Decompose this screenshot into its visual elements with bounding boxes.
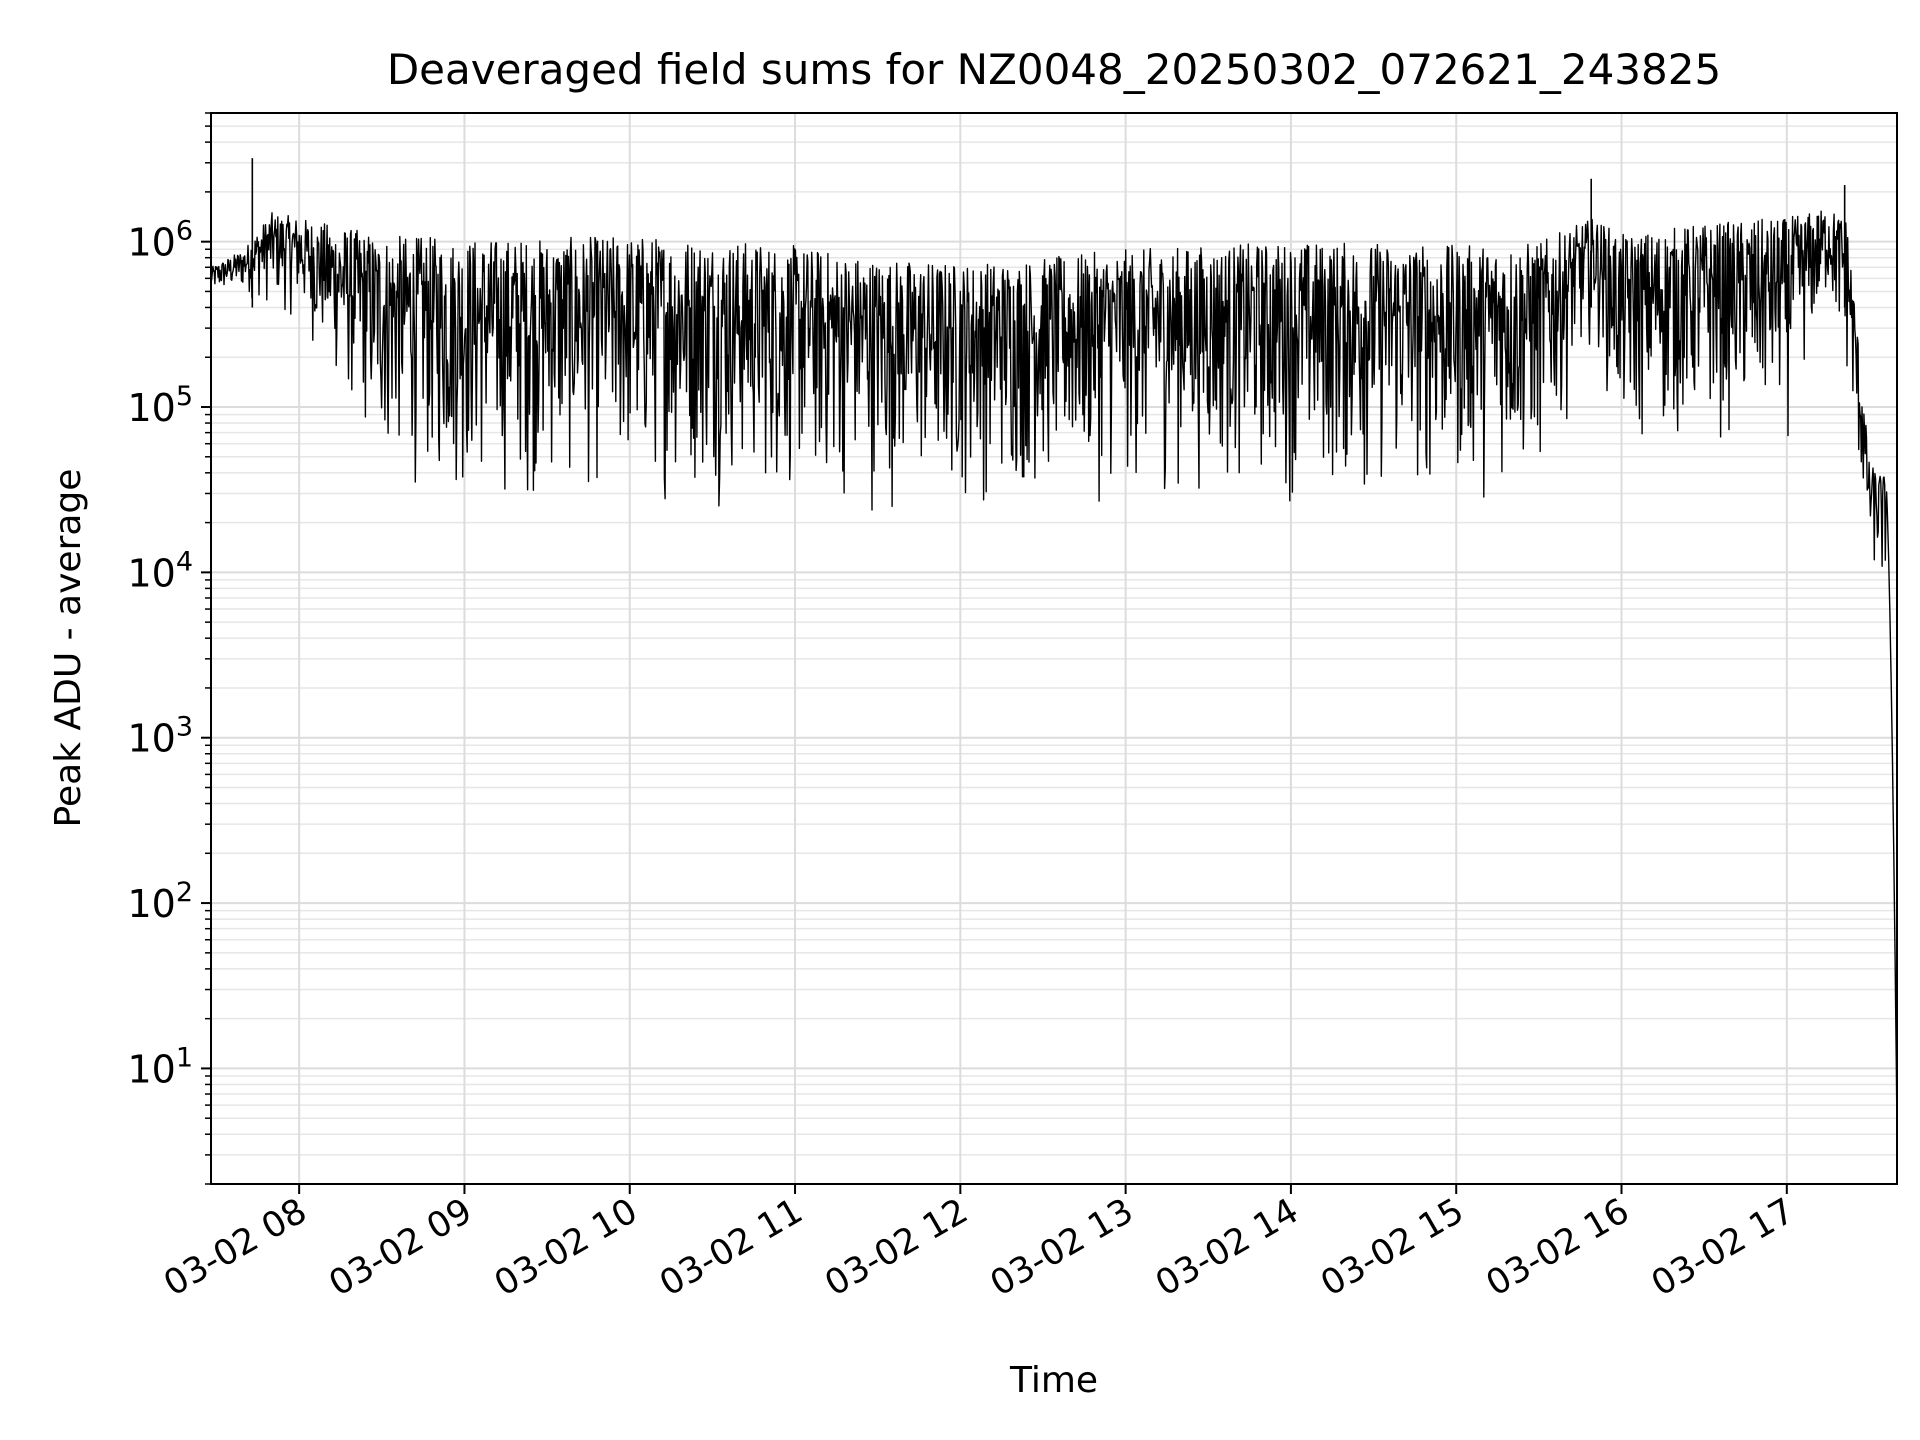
grid: [211, 112, 1897, 1185]
y-tick-label-base: 10: [127, 882, 175, 926]
y-tick-label-base: 10: [127, 221, 175, 265]
y-tick-label-exponent: 6: [176, 216, 193, 247]
y-tick-label-base: 10: [127, 551, 175, 595]
y-tick-label: 106: [127, 216, 193, 265]
y-tick-label: 104: [127, 546, 193, 595]
plot-frame: [210, 112, 1898, 1185]
y-tick-label-exponent: 2: [176, 877, 193, 908]
data-layer: [210, 158, 1898, 1135]
x-axis-label: Time: [1009, 1360, 1098, 1401]
y-tick-label-exponent: 1: [176, 1042, 193, 1073]
y-tick-label-base: 10: [127, 717, 175, 761]
y-tick-label-exponent: 4: [176, 546, 193, 577]
y-tick-label: 101: [127, 1042, 193, 1091]
y-tick-label-base: 10: [127, 1047, 175, 1091]
y-tick-label: 105: [127, 381, 193, 430]
y-tick-label: 102: [127, 877, 193, 926]
chart-title: Deaveraged field sums for NZ0048_2025030…: [387, 45, 1721, 94]
y-tick-label-exponent: 5: [176, 381, 193, 412]
y-tick-label-base: 10: [127, 386, 175, 430]
y-tick-label: 103: [127, 712, 193, 761]
y-axis-label: Peak ADU - average: [48, 469, 89, 828]
data-series-line: [210, 210, 1898, 1135]
y-tick-label-exponent: 3: [176, 712, 193, 743]
